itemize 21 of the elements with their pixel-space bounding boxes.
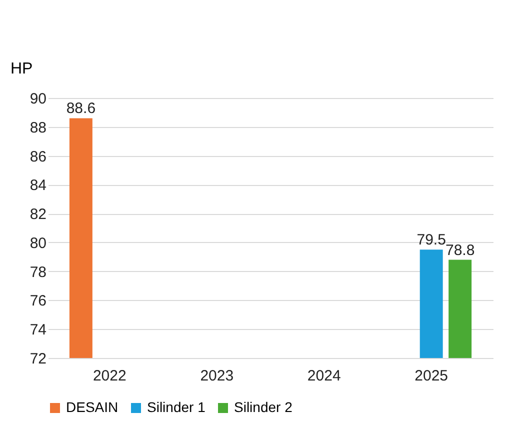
y-tick-label: 72 bbox=[30, 350, 46, 368]
data-label: 88.6 bbox=[66, 100, 96, 118]
y-tick-label: 74 bbox=[30, 322, 46, 339]
legend-label: Silinder 2 bbox=[234, 399, 293, 415]
x-tick-label: 2023 bbox=[200, 368, 234, 384]
x-tick-label: 2022 bbox=[92, 368, 126, 384]
legend-label: Silinder 1 bbox=[147, 399, 206, 415]
y-tick-label: 80 bbox=[30, 234, 46, 252]
y-tick-label: 90 bbox=[30, 90, 46, 108]
y-tick-label: 84 bbox=[30, 177, 46, 194]
x-tick-label: 2025 bbox=[414, 368, 448, 384]
y-tick-label: 86 bbox=[30, 148, 46, 166]
y-tick-label: 88 bbox=[30, 119, 46, 136]
data-label: 79.5 bbox=[416, 232, 446, 249]
y-axis-title: HP bbox=[10, 60, 33, 78]
y-tick-label: 76 bbox=[30, 292, 46, 310]
y-tick-label: 78 bbox=[30, 264, 46, 281]
y-tick-label: 82 bbox=[30, 206, 46, 224]
x-tick-label: 2024 bbox=[307, 368, 341, 384]
legend-label: DESAIN bbox=[66, 399, 118, 415]
data-label: 78.8 bbox=[445, 242, 475, 259]
